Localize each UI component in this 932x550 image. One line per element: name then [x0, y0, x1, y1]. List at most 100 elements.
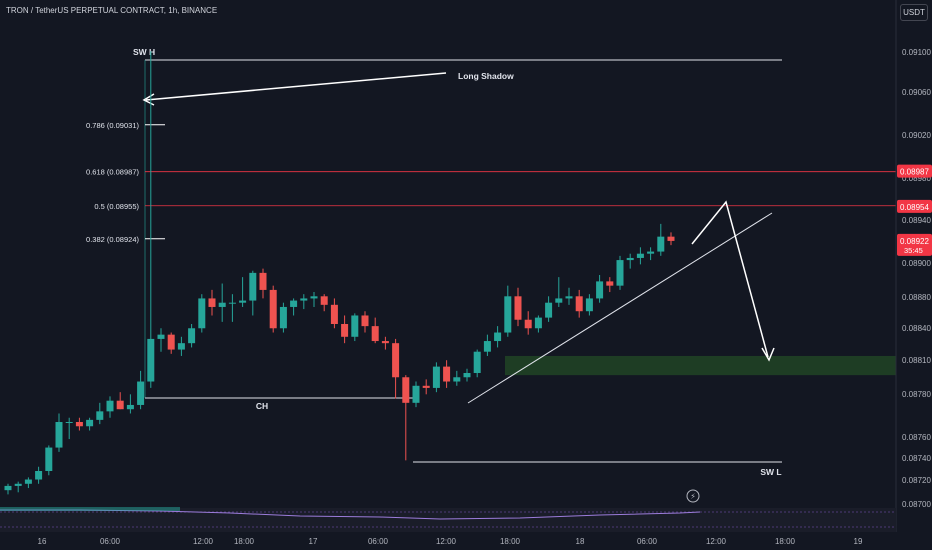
candle-body — [453, 377, 461, 382]
candle-body — [381, 341, 389, 344]
fib-level-label: 0.786 (0.09031) — [86, 121, 139, 130]
candle-body — [279, 306, 287, 329]
candle-body — [483, 341, 491, 352]
price-tick-label: 0.08880 — [902, 293, 931, 302]
candle-body — [239, 300, 247, 303]
price-tick-label: 0.08980 — [902, 174, 931, 183]
time-tick-label: 19 — [854, 537, 863, 546]
candle-body — [647, 251, 655, 254]
candle-body — [565, 296, 573, 299]
candle-body — [443, 366, 451, 382]
candle-body — [96, 411, 104, 420]
time-tick-label: 06:00 — [368, 537, 389, 546]
time-tick-label: 18:00 — [500, 537, 521, 546]
time-tick-label: 18:00 — [775, 537, 796, 546]
candle-body — [55, 422, 63, 448]
candle-body — [555, 298, 563, 303]
time-tick-label: 16 — [38, 537, 47, 546]
candle-body — [116, 400, 124, 410]
candle-body — [300, 298, 308, 301]
candle-body — [494, 332, 502, 342]
price-tick-label: 0.08700 — [902, 500, 931, 509]
price-tick-label: 0.08760 — [902, 433, 931, 442]
fib-level-label: 0.618 (0.08987) — [86, 168, 139, 177]
candle-body — [667, 236, 675, 241]
candle-body — [269, 289, 277, 329]
candle-body — [147, 338, 155, 382]
time-tick-label: 12:00 — [193, 537, 214, 546]
candle-body — [45, 447, 53, 471]
candle-body — [290, 300, 298, 307]
candle-body — [575, 296, 583, 312]
candle-body — [137, 381, 145, 405]
candle-body — [35, 471, 43, 480]
candle-body — [198, 298, 206, 329]
time-tick-label: 06:00 — [637, 537, 658, 546]
price-tick-label: 0.09020 — [902, 131, 931, 140]
candle-body — [157, 334, 165, 339]
time-tick-label: 17 — [309, 537, 318, 546]
projection-path — [691, 200, 769, 358]
time-tick-label: 12:00 — [436, 537, 457, 546]
candle-body — [361, 315, 369, 327]
price-tag-text: 0.08987 — [900, 168, 929, 177]
candle-body — [596, 281, 604, 299]
chart-title: TRON / TetherUS PERPETUAL CONTRACT, 1h, … — [6, 6, 218, 15]
candle-body — [473, 351, 481, 373]
candle-body — [106, 400, 114, 412]
candle-body — [65, 422, 73, 423]
candle-body — [75, 422, 83, 427]
candle-body — [208, 298, 216, 307]
candle-body — [259, 272, 267, 290]
price-tag-text: 0.08954 — [900, 203, 929, 212]
projection-arrow-head — [761, 347, 775, 362]
trendline — [467, 212, 773, 404]
candle-body — [422, 385, 430, 388]
candle-body — [626, 257, 634, 261]
candle-body — [86, 419, 94, 427]
candle-body — [463, 373, 471, 378]
candle-body — [524, 319, 532, 329]
price-tick-label: 0.08780 — [902, 390, 931, 399]
price-tick-label: 0.08940 — [902, 216, 931, 225]
time-tick-label: 18 — [576, 537, 585, 546]
candle-body — [228, 302, 236, 304]
candle-body — [351, 315, 359, 337]
long-shadow-arrow — [145, 72, 447, 101]
candle-body — [188, 328, 196, 344]
price-tick-label: 0.08810 — [902, 356, 931, 365]
time-tick-label: 12:00 — [706, 537, 727, 546]
price-tag — [897, 164, 932, 178]
flash-icon: ⚡ — [690, 492, 696, 501]
ch-label: CH — [256, 401, 268, 411]
candle-body — [534, 317, 542, 329]
price-tick-label: 0.08840 — [902, 324, 931, 333]
sw-h-label: SW H — [133, 47, 155, 57]
candle-body — [249, 272, 257, 301]
currency-button[interactable]: USDT — [900, 4, 928, 21]
candle-body — [412, 385, 420, 403]
candle-body — [392, 343, 400, 378]
price-tick-label: 0.09060 — [902, 88, 931, 97]
candle-body — [657, 236, 665, 252]
candle-body — [320, 296, 328, 305]
candle-body — [514, 296, 522, 320]
candle-body — [585, 298, 593, 312]
indicator-fill — [0, 507, 180, 511]
price-tick-label: 0.08720 — [902, 476, 931, 485]
candle-body — [4, 485, 12, 491]
price-tag-text: 0.08922 — [900, 237, 929, 246]
candle-body — [402, 377, 410, 403]
price-tag — [897, 233, 932, 256]
candle-body — [636, 253, 644, 258]
indicator-pane — [0, 508, 896, 532]
candle-body — [606, 281, 614, 286]
fib-level-label: 0.382 (0.08924) — [86, 235, 139, 244]
price-tick-label: 0.08740 — [902, 454, 931, 463]
candle-body — [371, 326, 379, 342]
candle-body — [24, 479, 32, 484]
sw-l-label: SW L — [760, 467, 781, 477]
long-shadow-label: Long Shadow — [458, 71, 514, 81]
